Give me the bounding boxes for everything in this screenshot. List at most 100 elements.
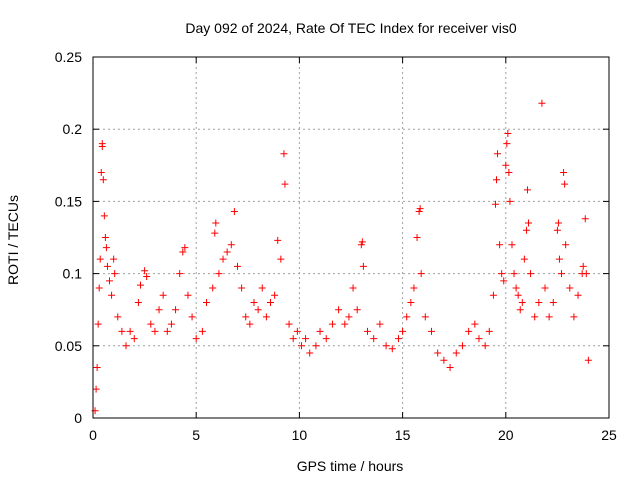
data-point — [545, 313, 553, 321]
data-point — [413, 234, 421, 241]
data-point — [335, 306, 343, 314]
data-point — [328, 320, 336, 328]
data-point — [184, 291, 192, 299]
data-point — [494, 150, 502, 158]
data-point — [110, 255, 118, 263]
data-point — [96, 255, 104, 263]
data-point — [289, 335, 297, 343]
x-tick-label: 10 — [292, 427, 308, 443]
data-point — [475, 335, 483, 343]
data-point — [219, 255, 227, 263]
data-point — [581, 215, 589, 223]
data-point — [101, 234, 109, 241]
data-point — [516, 306, 524, 314]
data-point — [481, 342, 489, 350]
data-point — [159, 291, 167, 299]
data-point — [134, 298, 142, 306]
data-point — [297, 342, 305, 350]
data-point — [100, 212, 108, 220]
data-point — [562, 241, 570, 249]
data-point — [579, 262, 587, 270]
data-point — [267, 298, 275, 306]
data-point — [271, 291, 279, 299]
y-tick-label: 0.05 — [55, 338, 82, 354]
data-point — [306, 349, 314, 357]
data-point — [155, 306, 163, 314]
data-point — [357, 241, 365, 249]
data-point — [498, 270, 506, 278]
data-point — [97, 169, 105, 177]
data-point — [523, 186, 531, 194]
data-point — [520, 255, 528, 263]
data-point — [553, 226, 561, 234]
data-point — [353, 306, 361, 314]
x-tick-label: 25 — [601, 427, 617, 443]
data-point — [141, 267, 149, 275]
data-point — [99, 176, 107, 184]
data-point — [504, 130, 512, 138]
data-point — [130, 335, 138, 343]
data-point — [359, 262, 367, 270]
data-point — [417, 270, 425, 278]
data-point — [179, 248, 187, 256]
data-point — [122, 342, 130, 350]
data-point — [394, 335, 402, 343]
data-point — [211, 229, 219, 237]
data-point — [452, 349, 460, 357]
data-point — [584, 356, 592, 364]
data-point — [416, 205, 424, 213]
axis-ticks: 0 5 10 15 20 25 0 0.05 0.1 0.15 0.2 0.25 — [55, 49, 617, 443]
data-point — [505, 169, 513, 177]
data-point — [302, 335, 310, 343]
data-point — [163, 327, 171, 335]
data-point — [345, 313, 353, 321]
data-point — [561, 180, 569, 188]
data-point — [242, 313, 250, 321]
data-point — [358, 238, 366, 246]
x-tick-label: 15 — [395, 427, 411, 443]
data-point — [485, 327, 493, 335]
data-point — [496, 241, 504, 249]
data-point — [233, 262, 241, 270]
data-point — [560, 169, 568, 177]
data-point — [415, 208, 423, 216]
data-point — [554, 219, 562, 227]
data-point — [518, 298, 526, 306]
grid-lines — [93, 57, 609, 418]
data-point — [151, 327, 159, 335]
data-point — [558, 270, 566, 278]
y-tick-label: 0.15 — [55, 193, 82, 209]
data-point — [262, 313, 270, 321]
data-point — [388, 345, 396, 353]
data-point — [503, 140, 511, 148]
data-point — [399, 327, 407, 335]
data-point — [223, 248, 231, 256]
data-point — [407, 298, 415, 306]
x-tick-label: 5 — [192, 427, 200, 443]
data-point — [203, 298, 211, 306]
data-point — [246, 320, 254, 328]
data-point — [238, 284, 246, 292]
data-point — [188, 313, 196, 321]
plot-frame — [92, 56, 610, 419]
data-point — [250, 298, 258, 306]
y-tick-label: 0.1 — [63, 266, 83, 282]
data-point — [465, 327, 473, 335]
data-point — [364, 327, 372, 335]
data-point — [458, 342, 466, 350]
data-point — [491, 200, 499, 208]
y-axis-label: ROTI / TECUs — [5, 195, 21, 285]
y-tick-label: 0.2 — [63, 121, 83, 137]
data-point — [493, 176, 501, 184]
data-point — [167, 320, 175, 328]
data-point — [147, 320, 155, 328]
data-point — [274, 236, 282, 244]
data-point — [230, 208, 238, 216]
data-point — [93, 363, 101, 371]
data-point — [209, 284, 217, 292]
data-point — [181, 244, 189, 252]
data-point — [574, 291, 582, 299]
data-points — [91, 99, 592, 415]
